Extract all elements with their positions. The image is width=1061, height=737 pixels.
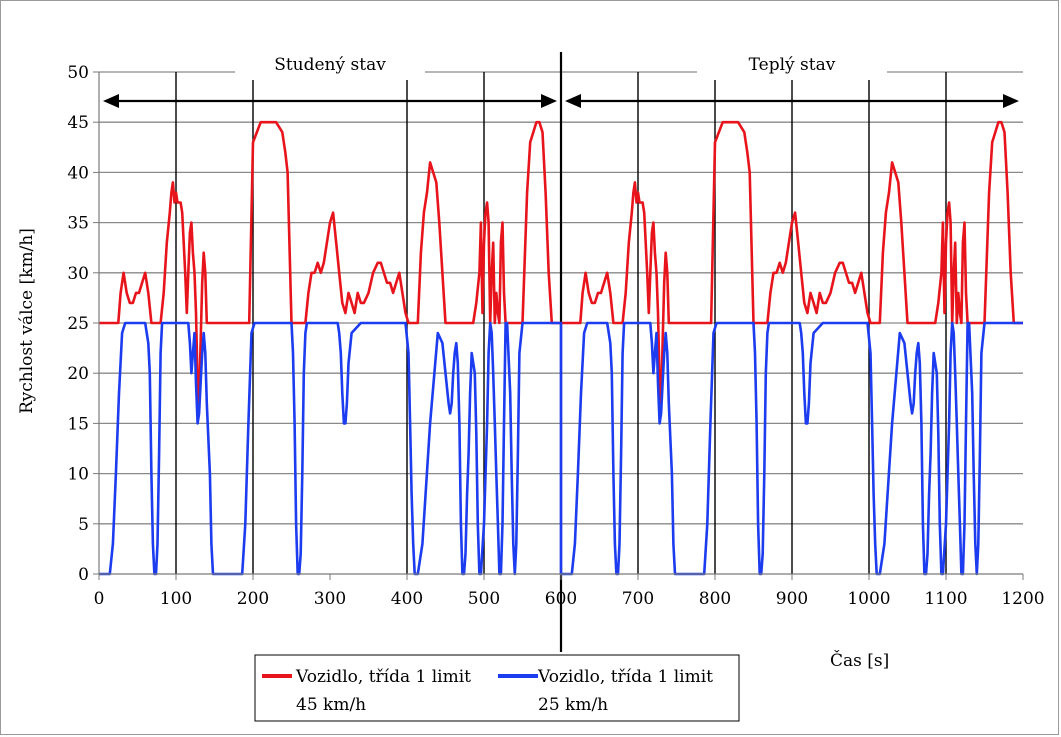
x-tick-label-0: 0: [94, 589, 105, 609]
legend-entry-blue-line2: 25 km/h: [538, 695, 608, 715]
axes: [93, 71, 1024, 580]
y-tick-label-30: 30: [67, 264, 89, 284]
y-tick-label-10: 10: [67, 465, 89, 485]
x-tick-label-1100: 1100: [924, 589, 967, 609]
legend-entry-blue-line1: Vozidlo, třída 1 limit: [537, 667, 713, 687]
phase-arrow-head-left-2: [565, 94, 581, 108]
x-tick-label-900: 900: [776, 589, 808, 609]
y-tick-label-40: 40: [67, 163, 89, 183]
y-tick-label-5: 5: [78, 515, 89, 535]
x-tick-label-600: 600: [545, 589, 577, 609]
x-tick-label-700: 700: [622, 589, 654, 609]
legend-box: [254, 654, 740, 722]
phase-label-2: Teplý stav: [749, 55, 836, 75]
x-tick-label-500: 500: [468, 589, 500, 609]
phase-label-bg-2: [697, 52, 887, 80]
x-tick-label-800: 800: [699, 589, 731, 609]
phase-label-bg-1: [235, 52, 425, 80]
legend-entry-red-line2: 45 km/h: [296, 695, 366, 715]
y-tick-label-50: 50: [67, 63, 89, 83]
series-line-2: [99, 321, 1023, 576]
y-tick-label-25: 25: [67, 314, 89, 334]
y-tick-label-20: 20: [67, 364, 89, 384]
phase-label-1: Studený stav: [274, 55, 386, 75]
x-tick-label-400: 400: [391, 589, 423, 609]
phase-annotations: Studený stav Teplý stav: [103, 52, 1019, 108]
y-tick-label-35: 35: [67, 214, 89, 234]
phase-arrow-head-left-1: [103, 94, 119, 108]
y-axis-label: Rychlost válce [km/h]: [17, 228, 37, 414]
phase-arrow-head-right-1: [541, 94, 557, 108]
series-layer: [99, 120, 1023, 576]
x-tick-label-100: 100: [160, 589, 192, 609]
x-tick-label-1000: 1000: [847, 589, 890, 609]
x-tick-label-1200: 1200: [1001, 589, 1044, 609]
x-axis-label: Čas [s]: [830, 650, 889, 671]
x-tick-label-300: 300: [314, 589, 346, 609]
y-tick-label-0: 0: [78, 565, 89, 585]
phase-arrow-head-right-2: [1003, 94, 1019, 108]
y-tick-label-15: 15: [67, 414, 89, 434]
y-tick-label-45: 45: [67, 113, 89, 133]
legend: Vozidlo, třída 1 limit 45 km/h Vozidlo, …: [254, 654, 740, 722]
x-tick-label-200: 200: [237, 589, 269, 609]
legend-entry-red-line1: Vozidlo, třída 1 limit: [295, 667, 471, 687]
